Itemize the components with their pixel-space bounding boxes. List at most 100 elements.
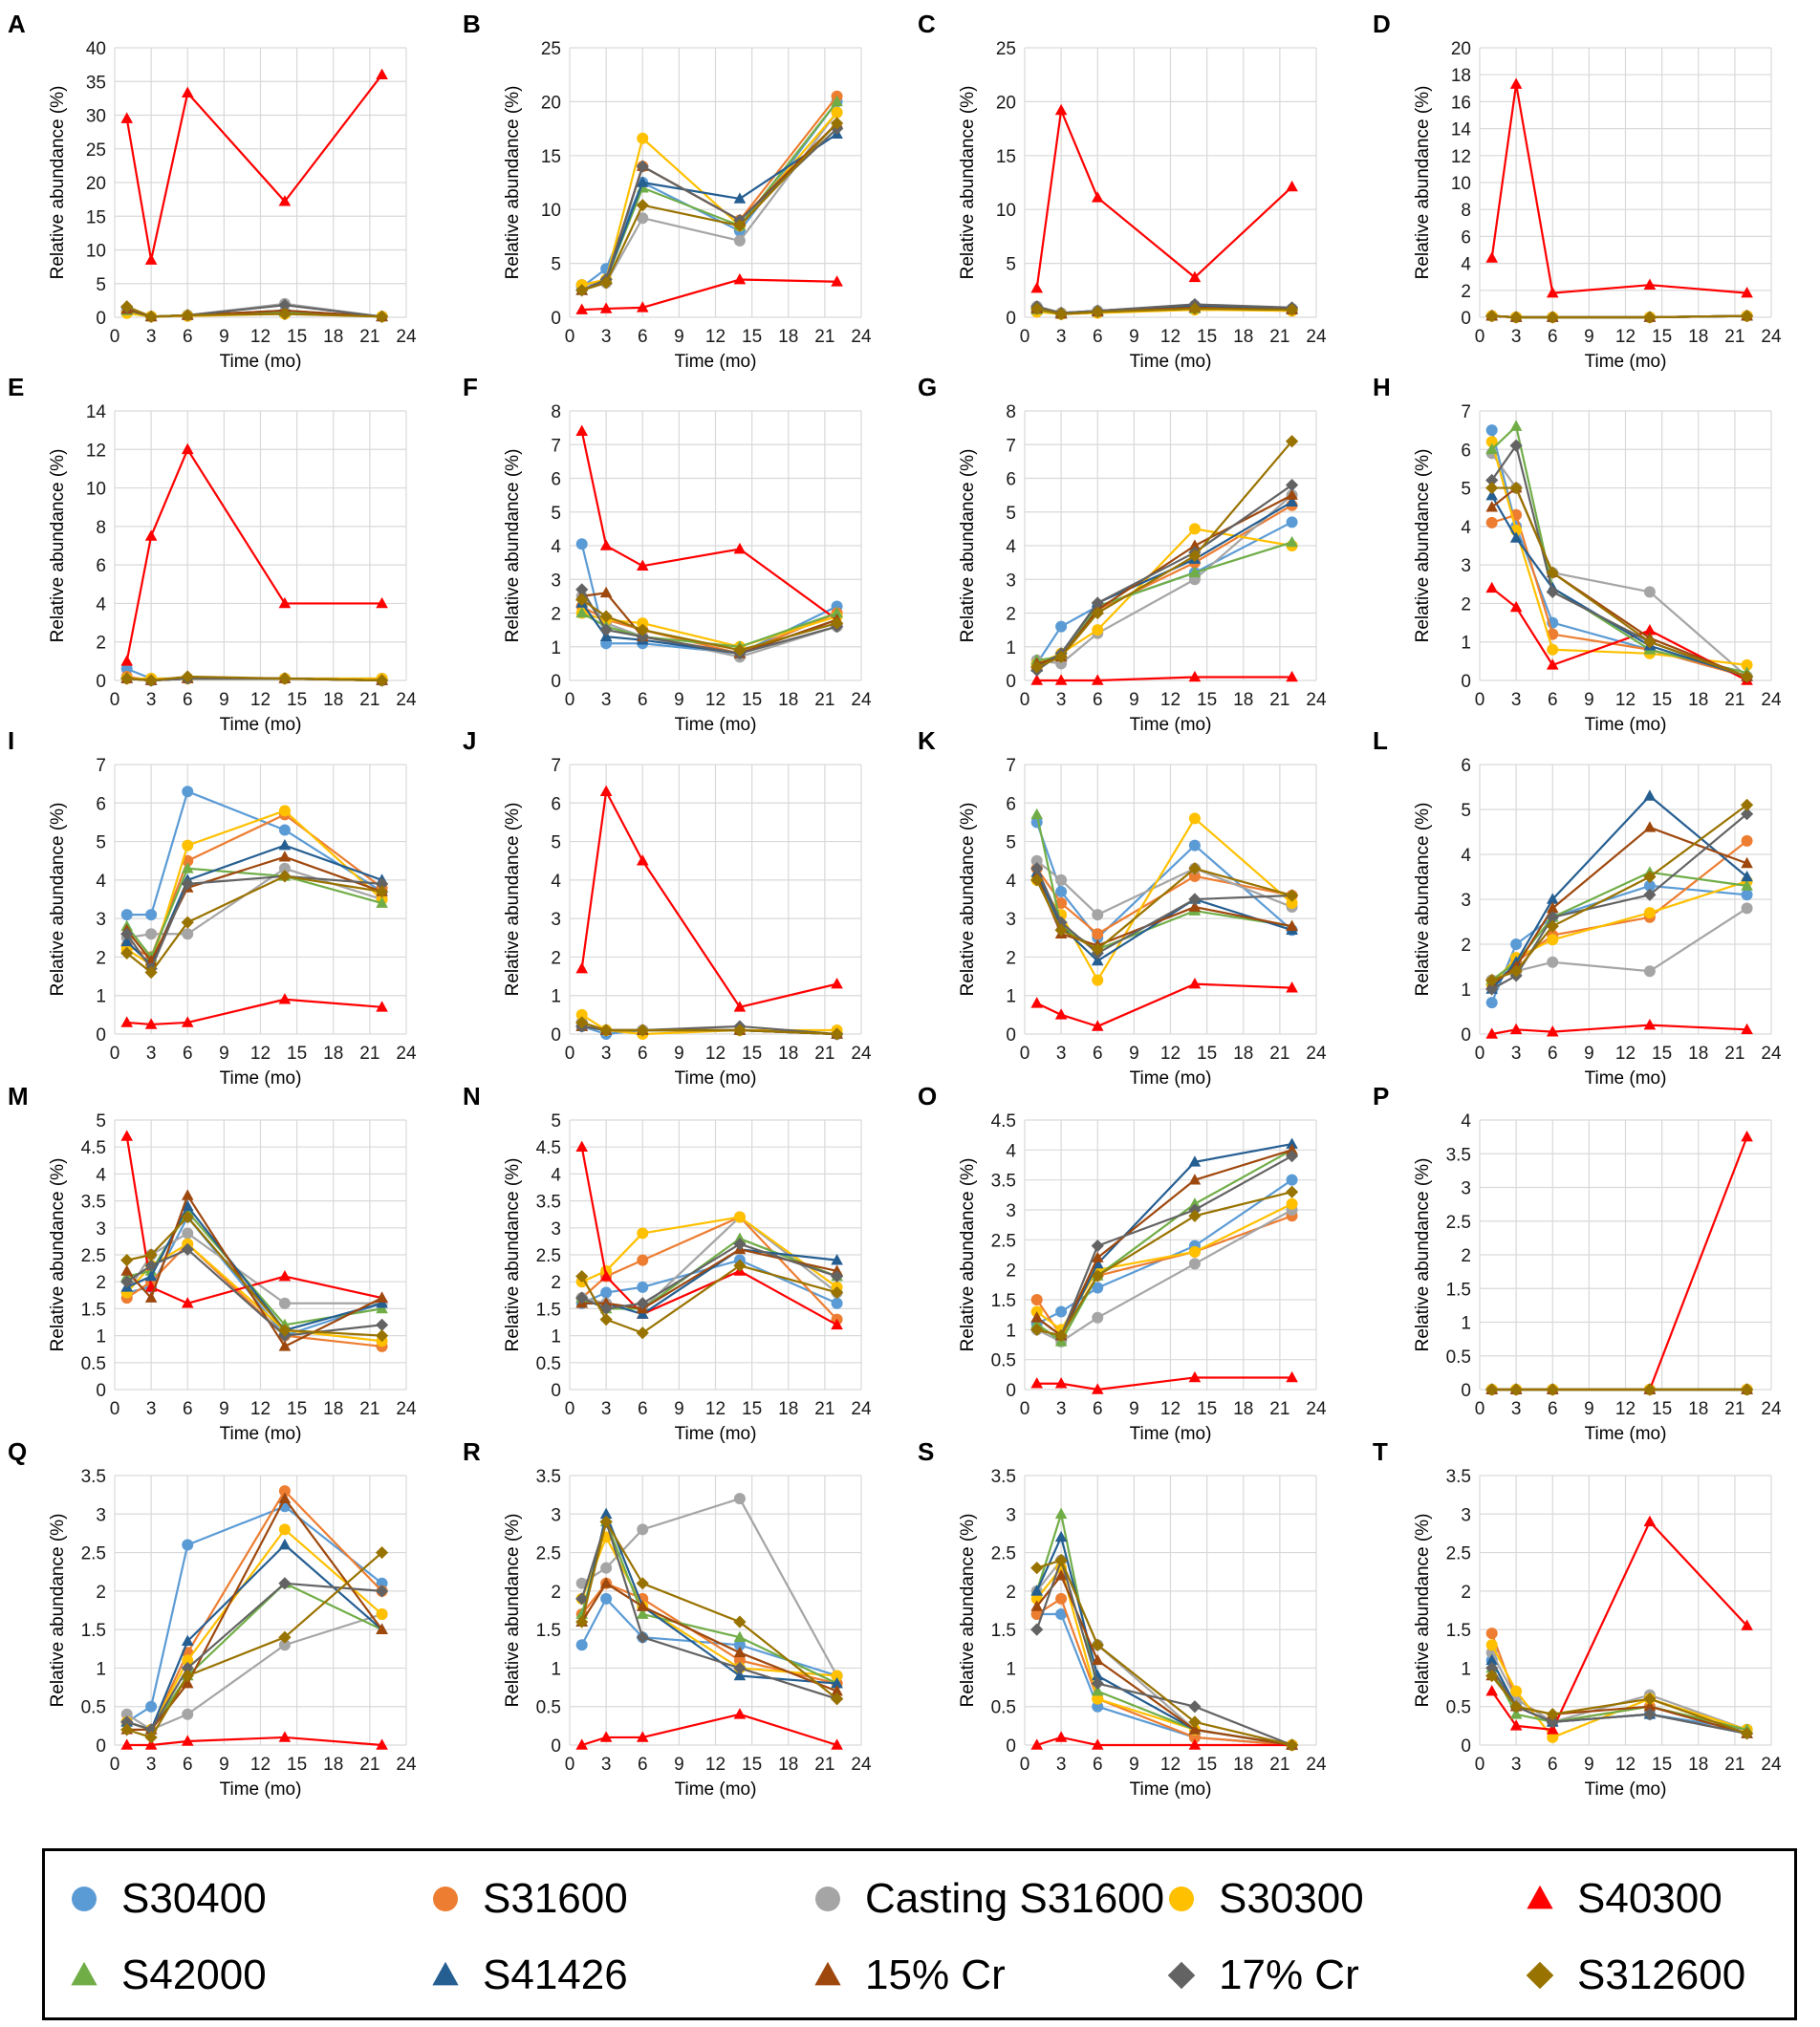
data-point — [376, 1738, 388, 1750]
data-point — [120, 672, 134, 685]
data-point — [1509, 1023, 1523, 1035]
data-point — [636, 301, 649, 313]
data-point — [181, 442, 194, 455]
legend-label: Casting S31600 — [865, 1875, 1165, 1922]
x-tick-label: 12 — [1160, 1399, 1181, 1419]
data-point — [120, 112, 134, 123]
data-point — [144, 965, 158, 980]
series-line — [125, 1135, 382, 1305]
panel-l: L 0 1 2 3 4 5 6 0 3 6 9 12 15 18 21 24 Time (mo) Relative … — [1365, 717, 1820, 1089]
x-tick-label: 18 — [1233, 690, 1253, 710]
y-tick-label: 0 — [1006, 672, 1016, 692]
data-point — [1741, 1023, 1753, 1035]
y-tick-label: 0.5 — [1446, 1348, 1471, 1368]
y-tick-label: 6 — [1006, 794, 1016, 814]
y-tick-label: 5 — [1006, 833, 1016, 853]
panel-label: Q — [8, 1437, 27, 1466]
x-tick-label: 0 — [1475, 1399, 1485, 1419]
chart-svg: B 0 5 10 15 20 25 0 3 6 9 12 15 18 21 24 Time (mo) Relati… — [463, 10, 872, 372]
y-axis-title: Relative abundance (%) — [1413, 1514, 1433, 1708]
x-axis-title: Time (mo) — [220, 715, 302, 735]
data-point — [1485, 974, 1499, 987]
data-point — [1285, 1738, 1299, 1752]
x-tick-label: 15 — [1652, 1044, 1672, 1064]
data-point — [1091, 1251, 1104, 1262]
y-tick-label: 0 — [1006, 1381, 1016, 1401]
y-tick-label: 0.5 — [536, 1698, 561, 1718]
y-tick-label: 0 — [96, 1381, 106, 1401]
data-point — [144, 1259, 158, 1272]
data-point — [181, 309, 194, 322]
y-tick-label: 8 — [96, 518, 106, 538]
data-point — [120, 1254, 134, 1267]
x-tick-label: 21 — [814, 327, 834, 347]
x-tick-label: 9 — [674, 1755, 684, 1775]
y-tick-label: 25 — [996, 39, 1016, 59]
data-point — [600, 1562, 613, 1574]
y-tick-label: 2.5 — [1446, 1213, 1471, 1233]
data-point — [1188, 812, 1201, 825]
x-tick-label: 9 — [674, 1399, 684, 1419]
y-tick-label: 4.5 — [536, 1138, 561, 1158]
data-point — [733, 1661, 747, 1675]
data-point — [636, 630, 649, 643]
data-point — [1643, 888, 1657, 901]
data-point — [181, 1189, 194, 1200]
data-point — [636, 1630, 649, 1644]
x-tick-label: 18 — [778, 1044, 798, 1064]
y-tick-label: 0 — [96, 672, 106, 692]
legend-item-s42000: S42000 — [56, 1947, 267, 2004]
panel-d: D 0 2 4 6 8 10 12 14 16 18 20 0 3 6 9 12 15 18 21 24 Time (mo… — [1365, 0, 1820, 372]
data-point — [1740, 1383, 1754, 1396]
data-point — [1054, 1554, 1068, 1567]
x-tick-label: 24 — [1761, 1399, 1782, 1419]
panel-s: S 0 0.5 1 1.5 2 2.5 3 3.5 0 3 6 9 12 15 18 21 24 Time (mo)… — [910, 1428, 1365, 1800]
y-tick-label: 2 — [1006, 1261, 1016, 1282]
data-point — [1546, 287, 1559, 298]
x-tick-label: 0 — [565, 690, 575, 710]
data-point — [637, 617, 649, 630]
y-axis-title: Relative abundance (%) — [958, 1514, 978, 1708]
series-line — [126, 790, 383, 916]
x-tick-label: 6 — [638, 1044, 648, 1064]
y-tick-label: 4 — [1006, 872, 1016, 892]
chart-svg: N 0 0.5 1 1.5 2 2.5 3 3.5 4 4.5 5 0 3 6 9 12 15 18 21 24 Time… — [463, 1082, 872, 1444]
y-tick-label: 2 — [1461, 1246, 1471, 1266]
x-tick-label: 6 — [1093, 1755, 1103, 1775]
y-tick-label: 10 — [86, 480, 106, 500]
series-line — [1035, 1536, 1292, 1747]
y-axis-title: Relative abundance (%) — [503, 1158, 523, 1352]
y-tick-label: 20 — [1451, 39, 1471, 59]
series-line — [580, 790, 837, 1008]
data-point — [1485, 1027, 1499, 1039]
y-tick-label: 0 — [1461, 1025, 1471, 1046]
x-tick-label: 15 — [1197, 327, 1217, 347]
x-axis-title: Time (mo) — [1585, 352, 1667, 372]
data-point — [1188, 839, 1201, 852]
data-point — [830, 1269, 844, 1283]
data-point — [1188, 900, 1202, 912]
x-tick-label: 9 — [1129, 1044, 1139, 1064]
x-tick-label: 21 — [1724, 1044, 1744, 1064]
series-line — [1035, 868, 1292, 936]
x-tick-label: 21 — [359, 1044, 379, 1064]
y-tick-label: 1.5 — [536, 1621, 561, 1641]
data-point — [144, 1291, 158, 1303]
series-line — [1036, 1376, 1292, 1391]
x-tick-label: 21 — [1269, 1755, 1289, 1775]
y-tick-label: 6 — [551, 794, 561, 814]
data-point — [1188, 566, 1202, 577]
y-axis-title: Relative abundance (%) — [48, 1514, 68, 1708]
series-line — [1490, 82, 1747, 294]
y-tick-label: 0.5 — [81, 1354, 106, 1374]
y-tick-label: 0.5 — [1446, 1698, 1471, 1718]
data-point — [1643, 965, 1656, 978]
data-point — [376, 596, 388, 609]
data-point — [1485, 436, 1498, 448]
x-tick-label: 21 — [1269, 690, 1289, 710]
data-point — [575, 961, 589, 974]
data-point — [120, 927, 134, 940]
x-tick-label: 0 — [565, 327, 575, 347]
